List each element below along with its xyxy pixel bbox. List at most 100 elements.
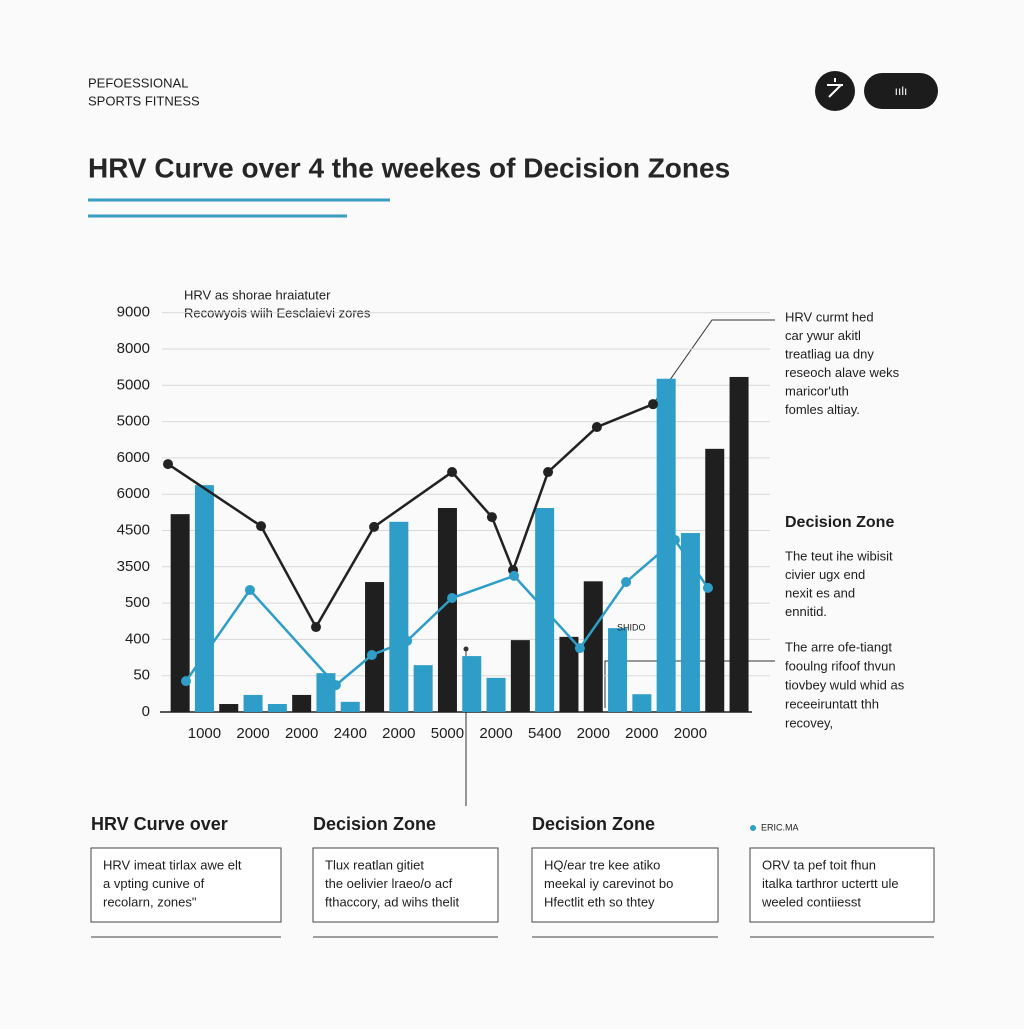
y-tick-label: 4500 — [117, 521, 150, 538]
x-tick-label: 5400 — [528, 725, 561, 742]
y-tick-label: 6000 — [117, 449, 150, 466]
leader-dot — [463, 646, 469, 652]
annotation-text: civier ugx end — [785, 567, 865, 582]
point — [244, 585, 255, 596]
bar — [510, 640, 530, 712]
point — [574, 643, 585, 654]
button-label: ıılı — [895, 84, 908, 98]
y-tick-label: 8000 — [117, 340, 150, 357]
zone-title: Decision Zone — [785, 514, 894, 531]
card-title: Decision Zone — [532, 814, 655, 834]
point — [447, 593, 458, 604]
annotation-text: the oelivier lraeo/o acf — [325, 876, 453, 891]
bar — [389, 521, 409, 712]
annotation-text: maricor'uth — [785, 383, 849, 398]
bar — [219, 704, 239, 712]
bar — [340, 701, 360, 712]
annotation-text: HQ/ear tre kee atiko — [544, 857, 660, 872]
x-tick-label: 5000 — [431, 725, 464, 742]
point — [447, 467, 458, 478]
card — [90, 847, 282, 923]
brand: PEFOESSIONAL — [88, 75, 188, 90]
annotation-text: reseoch alave weks — [785, 365, 900, 380]
y-tick-label: 5000 — [117, 376, 150, 393]
legend-swatch — [750, 825, 756, 831]
point — [702, 582, 713, 593]
annotation-text: Hfectlit eth so thtey — [544, 894, 655, 909]
card — [749, 847, 935, 923]
bar — [267, 704, 287, 712]
annotation-text: Tlux reatlan gitiet — [325, 857, 424, 872]
y-tick-label: 9000 — [117, 304, 150, 321]
y-tick-label: 6000 — [117, 485, 150, 502]
bar — [729, 376, 749, 712]
annotation-text: ORV ta pef toit fhun — [762, 857, 876, 872]
card — [312, 847, 499, 923]
point — [543, 467, 554, 478]
x-tick-label: 1000 — [188, 725, 221, 742]
annotation-text: nexit es and — [785, 585, 855, 600]
x-tick-label: 2000 — [382, 725, 415, 742]
annotation-text: The arre ofe-tiangt — [785, 639, 892, 654]
bar — [413, 665, 433, 712]
legend-label: ERIC.MA — [761, 822, 799, 832]
point — [509, 570, 520, 581]
annotation-text: treatliag ua dny — [785, 346, 874, 361]
bar — [680, 533, 700, 712]
x-tick-label: 2000 — [577, 725, 610, 742]
annotation-text: HRV curmt hed — [785, 309, 874, 324]
point — [486, 512, 497, 523]
x-tick-label: 2000 — [625, 725, 658, 742]
point — [621, 577, 632, 588]
point — [369, 521, 380, 532]
point — [669, 534, 680, 545]
bar — [583, 581, 603, 712]
x-tick-label: 2400 — [334, 725, 367, 742]
annotation-text: fthaccory, ad wihs thelit — [325, 894, 460, 909]
bar — [316, 673, 336, 712]
y-tick-label: 50 — [133, 667, 150, 684]
x-tick-label: 2000 — [236, 725, 269, 742]
brand: SPORTS FITNESS — [88, 93, 200, 108]
title: HRV Curve over 4 the weekes of Decision … — [88, 152, 730, 183]
point — [648, 399, 659, 410]
bar — [292, 694, 312, 712]
leader-line — [652, 319, 775, 405]
card-title: HRV Curve over — [91, 814, 228, 834]
bar — [462, 656, 482, 712]
point — [256, 521, 267, 532]
y-tick-label: 0 — [142, 703, 150, 720]
annotation-text: meekal iy carevinot bo — [544, 876, 673, 891]
y-tick-label: 5000 — [117, 413, 150, 430]
annotation-text: receeiruntatt thh — [785, 696, 879, 711]
annotation-text: The teut ihe wibisit — [785, 548, 893, 563]
annotation-text: car ywur akitl — [785, 328, 861, 343]
icon — [827, 78, 843, 98]
bar — [170, 514, 190, 712]
bar — [632, 694, 652, 712]
point — [163, 459, 173, 470]
bar — [194, 485, 214, 712]
annotation-text: tiovbey wuld whid as — [785, 677, 905, 692]
y-tick-label: 3500 — [117, 558, 150, 575]
card — [531, 847, 719, 923]
chart-subtitle: HRV as shorae hraiatuter — [184, 287, 331, 302]
bar — [705, 448, 725, 712]
annotation-text: a vpting cunive of — [103, 876, 205, 891]
x-tick-label: 2000 — [479, 725, 512, 742]
y-tick-label: 500 — [125, 594, 150, 611]
point — [330, 680, 341, 691]
annotation-text: recolarn, zones" — [103, 894, 197, 909]
point — [591, 422, 602, 433]
annotation-text: fomles altiay. — [785, 402, 860, 417]
annotation-text: italka tarthror uctertt ule — [762, 876, 899, 891]
point — [310, 622, 321, 633]
pill-button[interactable] — [864, 73, 938, 109]
annotation-text: fooulng rifoof thvun — [785, 658, 896, 673]
line — [167, 403, 654, 630]
x-tick-label: 2000 — [285, 725, 318, 742]
card-title: Decision Zone — [313, 814, 436, 834]
marker-label: SHIDO — [617, 622, 646, 632]
bar — [365, 582, 385, 712]
